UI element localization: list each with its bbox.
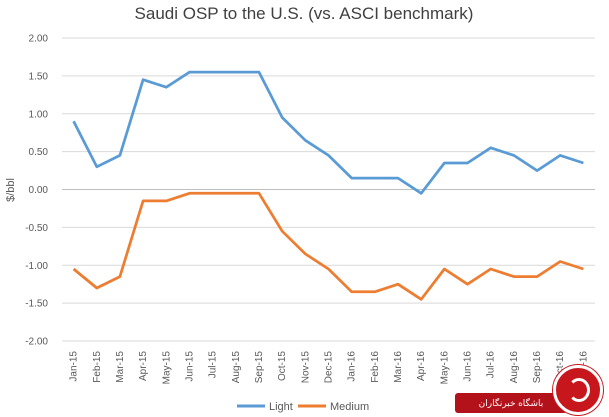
- x-tick-label: Apr-15: [138, 351, 149, 381]
- chart-title: Saudi OSP to the U.S. (vs. ASCI benchmar…: [135, 4, 474, 23]
- x-tick-label: Jun-16: [463, 351, 474, 382]
- y-axis-label: $/bbl: [5, 178, 17, 202]
- x-tick-label: Jul-16: [486, 351, 497, 379]
- x-tick-label: Jul-15: [208, 351, 219, 379]
- y-tick-label: -1.00: [25, 261, 48, 272]
- x-tick-label: Jan-16: [347, 351, 358, 382]
- y-tick-label: -2.00: [25, 337, 48, 348]
- x-tick-label: Mar-15: [115, 351, 126, 383]
- series-lines: [72, 70, 584, 301]
- y-tick-label: -0.50: [25, 223, 48, 234]
- x-tick-label: Sep-15: [254, 351, 265, 384]
- x-tick-label: Mar-16: [393, 351, 404, 383]
- series-line-medium: [72, 191, 584, 301]
- x-tick-label: Dec-15: [324, 351, 335, 384]
- legend: Light Medium: [237, 401, 369, 413]
- x-tick-label: May-15: [161, 351, 172, 385]
- x-tick-label: Apr-16: [416, 351, 427, 381]
- legend-label-medium: Medium: [330, 401, 369, 413]
- watermark-banner: باشگاه خبرنگاران: [455, 393, 567, 413]
- x-tick-label: Aug-16: [509, 351, 520, 384]
- x-tick-label: Jan-15: [69, 351, 80, 382]
- x-tick-label: Oct-16: [555, 351, 566, 381]
- y-tick-label: 2.00: [29, 34, 49, 45]
- watermark-logo: باشگاه خبرنگاران: [449, 361, 609, 417]
- x-tick-label: Jun-15: [184, 351, 195, 382]
- x-tick-label: Oct-15: [277, 351, 288, 381]
- y-tick-label: -1.50: [25, 299, 48, 310]
- x-tick-label: Feb-15: [92, 351, 103, 383]
- series-line-light: [72, 70, 584, 195]
- watermark-emblem-icon: [553, 365, 603, 415]
- y-tick-label: 1.00: [29, 109, 49, 120]
- x-tick-label: Feb-16: [370, 351, 381, 383]
- y-tick-label: 0.50: [29, 147, 49, 158]
- y-tick-label: 1.50: [29, 71, 49, 82]
- gridlines: [62, 37, 595, 342]
- x-tick-label: May-16: [439, 351, 450, 385]
- legend-label-light: Light: [269, 401, 293, 413]
- y-axis-ticks: 2.00 1.50 1.00 0.50 0.00 -0.50 -1.00 -1.50 -2.00: [25, 34, 48, 348]
- x-tick-label: Sep-16: [532, 351, 543, 384]
- y-tick-label: 0.00: [29, 185, 49, 196]
- x-tick-label: Nov-15: [300, 351, 311, 384]
- x-tick-label: Aug-15: [231, 351, 242, 384]
